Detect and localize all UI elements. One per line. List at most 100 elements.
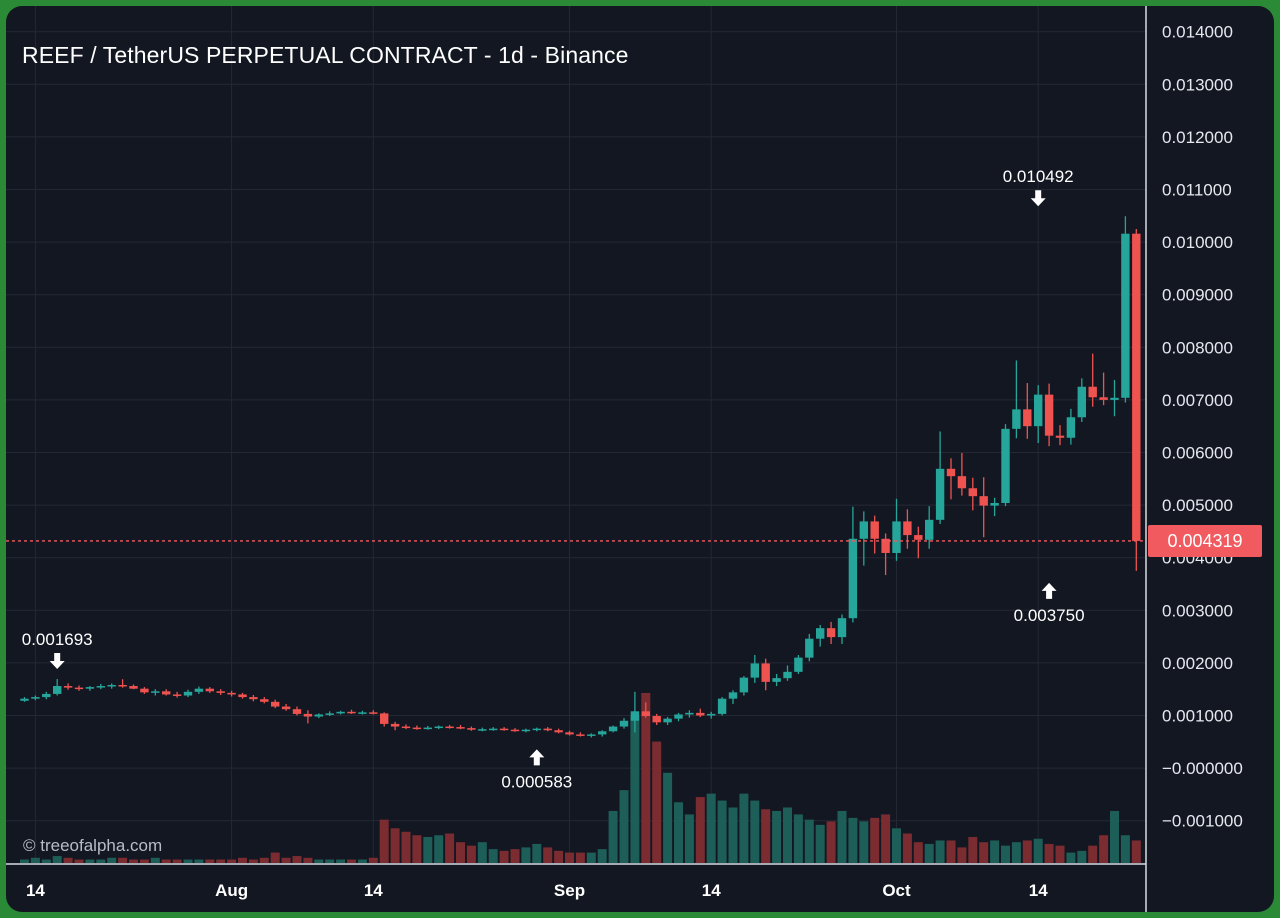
candle-body [390,723,400,727]
volume-bar [379,819,389,863]
volume-bar [85,859,95,863]
volume-bar [804,819,814,863]
chart-panel: 0.001693 0.000583 0.010492 0.003750 0.01400… [6,6,1274,912]
y-tick-label: 0.010000 [1162,233,1233,252]
volume-bar [248,859,258,863]
candle-body [859,521,868,539]
candle-body [31,697,40,699]
volume-bar [1055,845,1065,863]
low-arrow-icon [1041,582,1057,599]
x-tick-label: 14 [1029,881,1048,900]
low-price-label: 0.000583 [501,772,572,791]
volume-bar [619,790,629,863]
candle-body [543,728,552,731]
candle-body [510,729,520,732]
volume-bar [772,810,782,863]
y-tick-label: 0.005000 [1162,496,1233,515]
candlestick-chart[interactable]: 0.001693 0.000583 0.010492 0.003750 0.01400… [6,6,1274,912]
candle-body [194,688,204,692]
volume-bar [575,852,585,863]
volume-bar [739,793,749,863]
candle-body [1001,428,1010,503]
volume-bar [161,859,171,863]
volume-bar [303,857,313,863]
y-tick-label: 0.014000 [1162,23,1233,42]
candle-body [434,726,443,729]
candle-body [325,713,334,715]
y-tick-label: 0.009000 [1162,286,1233,305]
volume-bar [456,842,465,863]
volume-bar [1011,842,1021,863]
candle-body [347,711,356,714]
candle-body [227,692,236,695]
candle-layer [20,216,1141,738]
candle-body [292,709,302,714]
volume-bar [946,840,956,863]
candle-body [238,694,247,698]
volume-bar [554,850,564,863]
candle-body [85,687,95,689]
candle-body [608,726,618,732]
candle-body [118,684,127,687]
volume-bar [423,836,433,863]
candle-body [925,519,934,540]
x-tick-label: 14 [702,881,721,900]
volume-bar [957,847,967,863]
volume-layer [20,693,1141,863]
volume-bar [150,857,160,863]
candle-body [565,732,574,735]
volume-bar [357,859,367,863]
volume-bar [1077,850,1087,863]
candle-body [216,691,225,693]
candle-body [1121,233,1130,398]
volume-bar [630,715,640,863]
x-tick-label: Sep [554,881,585,900]
volume-bar [139,859,149,863]
watermark: © treeofalpha.com [23,836,163,855]
chart-title: REEF / TetherUS PERPETUAL CONTRACT - 1d … [22,42,629,68]
volume-bar [314,859,324,863]
y-tick-label: 0.011000 [1162,181,1232,200]
volume-bar [499,850,509,863]
candle-body [968,488,977,497]
candle-body [935,468,945,520]
x-tick-label: 14 [26,881,45,900]
candle-body [576,734,585,736]
volume-bar [107,857,117,863]
candle-body [63,686,73,688]
candle-body [652,716,661,723]
volume-bar [924,843,934,863]
y-tick-label: 0.001000 [1162,707,1233,726]
candle-body [499,728,509,731]
volume-bar [1001,845,1010,863]
volume-bar [793,814,803,863]
volume-bar [183,859,193,863]
candle-body [401,726,411,729]
volume-bar [565,852,574,863]
volume-bar [390,828,400,863]
volume-bar [652,741,662,863]
volume-bar [347,859,356,863]
volume-bar [783,807,792,863]
high-price-label: 0.010492 [1003,167,1074,186]
volume-bar [1033,838,1043,863]
candle-body [707,713,716,716]
volume-bar [445,833,455,863]
volume-bar [1120,835,1130,863]
volume-bar [41,859,51,863]
candle-body [172,694,182,696]
volume-bar [412,835,422,863]
candle-body [674,714,683,719]
volume-bar [608,810,618,863]
candle-body [870,521,879,539]
volume-bar [968,836,978,863]
volume-bar [434,835,444,863]
volume-bar [881,814,891,863]
volume-bar [270,852,280,863]
volume-bar [674,802,683,863]
candle-body [685,712,694,715]
candle-body [412,727,422,730]
volume-bar [935,840,945,863]
candle-body [151,691,160,693]
candle-body [140,688,149,693]
